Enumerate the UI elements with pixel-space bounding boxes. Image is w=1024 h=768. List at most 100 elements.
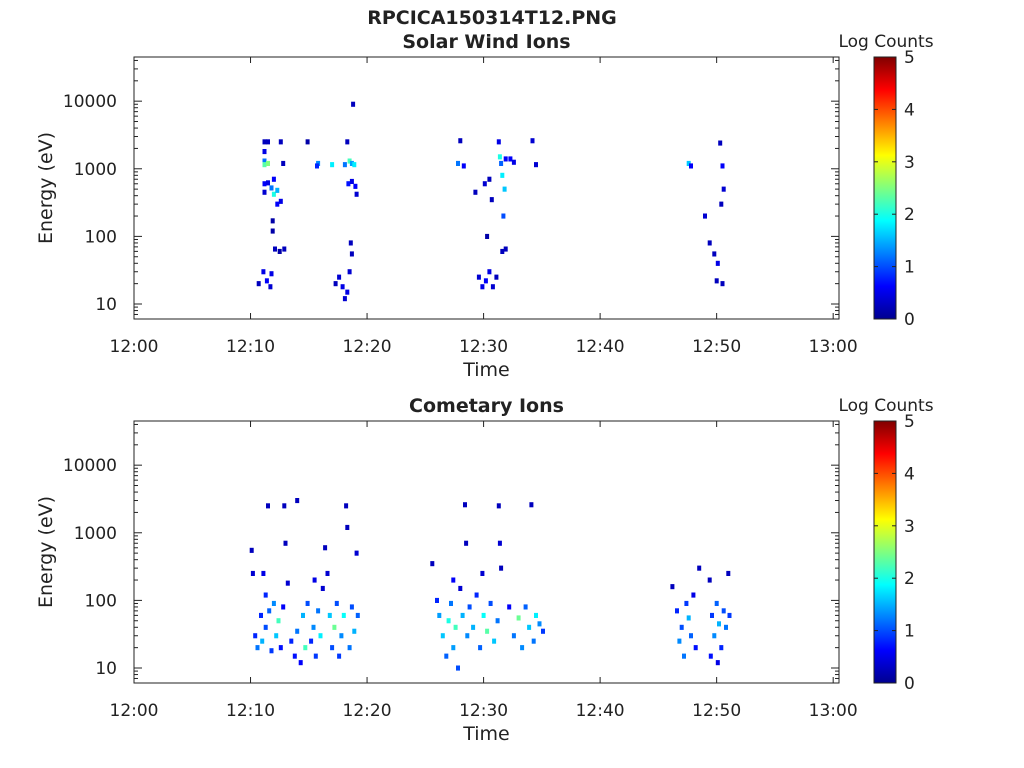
heatmap-cell <box>693 645 698 651</box>
heatmap-cell <box>301 612 305 618</box>
heatmap-cell <box>347 645 352 651</box>
heatmap-cell <box>719 201 724 207</box>
heatmap-cell <box>262 139 267 145</box>
heatmap-cell <box>710 612 714 618</box>
heatmap-cell <box>345 524 350 530</box>
y-tick-label: 1000 <box>74 524 117 544</box>
heatmap-cell <box>718 140 723 146</box>
heatmap-cell <box>349 160 354 166</box>
heatmap-cell <box>270 218 275 224</box>
heatmap-cell <box>305 139 310 145</box>
heatmap-cell <box>355 612 360 618</box>
colorbar-tick-label: 3 <box>904 153 915 173</box>
heatmap-cell <box>250 570 255 576</box>
colorbar-tick-label: 4 <box>904 100 915 120</box>
x-tick-label: 12:30 <box>459 701 508 721</box>
heatmap-cell <box>456 665 460 671</box>
colorbar-tick-label: 2 <box>904 569 915 589</box>
heatmap-cell <box>348 240 353 246</box>
heatmap-cell <box>451 577 456 583</box>
heatmap-cell <box>465 633 470 639</box>
colorbar-label: Log Counts <box>838 396 933 416</box>
heatmap-cell <box>537 621 542 627</box>
heatmap-cell <box>474 592 479 598</box>
axes-frame <box>133 420 840 684</box>
heatmap-cell <box>703 213 707 219</box>
heatmap-cell <box>316 608 321 614</box>
heatmap-cell <box>516 615 521 621</box>
heatmap-cell <box>691 592 696 598</box>
heatmap-cell <box>345 289 350 295</box>
heatmap-cell <box>531 638 536 644</box>
heatmap-cell <box>492 638 497 644</box>
heatmap-cell <box>720 281 725 287</box>
x-tick-label: 13:00 <box>809 701 858 721</box>
heatmap-cell <box>435 597 439 603</box>
heatmap-cell <box>266 180 270 186</box>
colorbar-tick-label: 0 <box>904 310 915 330</box>
heatmap-cell <box>283 540 288 546</box>
heatmap-cell <box>520 645 525 651</box>
x-tick-label: 12:30 <box>459 337 508 357</box>
heatmap-cell <box>499 160 504 166</box>
heatmap-cell <box>339 633 344 639</box>
heatmap-cell <box>712 633 717 639</box>
colorbar-label: Log Counts <box>838 32 933 52</box>
heatmap-cell <box>529 502 534 508</box>
heatmap-cell <box>342 162 347 168</box>
heatmap-cell <box>541 628 545 634</box>
heatmap-cell <box>511 633 516 639</box>
heatmap-cell <box>430 561 435 567</box>
y-axis-label: Energy (eV) <box>35 496 57 608</box>
heatmap-cell <box>708 653 713 659</box>
heatmap-cell <box>277 248 282 254</box>
heatmap-cell <box>341 612 346 618</box>
y-tick-label: 100 <box>85 227 117 247</box>
heatmap-cell <box>478 645 483 651</box>
y-axis-label: Energy (eV) <box>35 132 57 244</box>
heatmap-cell <box>675 608 679 614</box>
heatmap-cell <box>503 156 508 162</box>
heatmap-cell <box>295 498 300 504</box>
heatmap-cell <box>309 638 314 644</box>
heatmap-cell <box>325 570 330 576</box>
heatmap-cell <box>337 653 342 659</box>
heatmap-cell <box>458 585 463 591</box>
y-tick-label: 1000 <box>74 160 117 180</box>
heatmap-cell <box>686 160 691 166</box>
heatmap-cell <box>271 176 276 182</box>
heatmap-cell <box>262 189 267 195</box>
heatmap-cell <box>282 246 287 252</box>
heatmap-cell <box>480 570 485 576</box>
heatmap-cell <box>330 162 335 168</box>
heatmap-cell <box>346 181 351 187</box>
heatmap-cell <box>534 612 538 618</box>
heatmap-cell <box>263 624 268 630</box>
heatmap-cell <box>458 138 463 144</box>
heatmap-cell <box>303 645 308 651</box>
x-tick-label: 12:50 <box>692 701 741 721</box>
heatmap-cell <box>270 228 275 234</box>
heatmap-cell <box>253 633 258 639</box>
x-tick-label: 12:20 <box>343 337 392 357</box>
heatmap-cell <box>487 269 492 275</box>
x-tick-label: 13:00 <box>809 337 858 357</box>
heatmap-cell <box>342 296 347 302</box>
heatmap-cell <box>312 577 317 583</box>
heatmap-cell <box>712 251 717 257</box>
heatmap-cell <box>476 274 481 280</box>
axes-frame <box>133 56 840 320</box>
x-tick-label: 12:10 <box>226 701 275 721</box>
heatmap-cell <box>720 163 725 169</box>
heatmap-cell <box>259 612 263 618</box>
colorbar-tick-label: 0 <box>904 674 915 694</box>
heatmap-cell <box>523 604 528 610</box>
heatmap-cell <box>495 618 500 624</box>
figure-title: RPCICA150314T12.PNG <box>367 7 617 29</box>
heatmap-cell <box>347 269 352 275</box>
heatmap-cell <box>726 570 731 576</box>
x-axis-label: Time <box>462 359 510 381</box>
heatmap-cell <box>500 172 505 178</box>
x-tick-label: 12:40 <box>576 701 625 721</box>
heatmap-cell <box>499 565 504 571</box>
